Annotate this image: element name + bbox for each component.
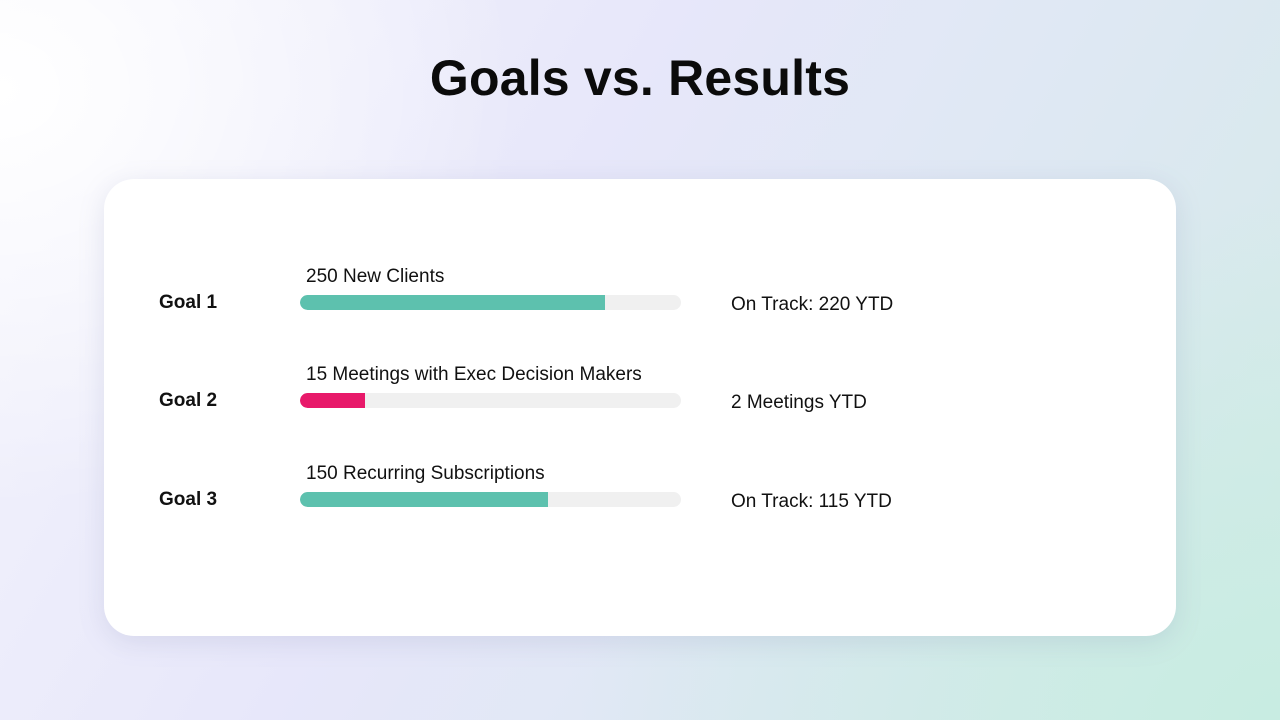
goal-label: Goal 3 [159, 489, 218, 510]
goal-row-1: Goal 1 250 New Clients On Track: 220 YTD [104, 265, 1176, 335]
progress-track [300, 492, 681, 507]
goal-result: On Track: 115 YTD [731, 491, 892, 512]
goal-target: 250 New Clients [306, 266, 445, 287]
goal-label: Goal 1 [159, 292, 218, 313]
goal-target: 150 Recurring Subscriptions [306, 463, 545, 484]
progress-track [300, 295, 681, 310]
progress-fill [300, 295, 605, 310]
goal-row-3: Goal 3 150 Recurring Subscriptions On Tr… [104, 462, 1176, 532]
progress-track [300, 393, 681, 408]
progress-fill [300, 492, 548, 507]
goal-target: 15 Meetings with Exec Decision Makers [306, 364, 642, 385]
goal-row-2: Goal 2 15 Meetings with Exec Decision Ma… [104, 363, 1176, 433]
progress-fill [300, 393, 365, 408]
goal-result: 2 Meetings YTD [731, 392, 867, 413]
slide-title: Goals vs. Results [429, 50, 851, 106]
goals-card: Goal 1 250 New Clients On Track: 220 YTD… [104, 179, 1176, 636]
goal-result: On Track: 220 YTD [731, 294, 894, 315]
goal-label: Goal 2 [159, 390, 218, 411]
